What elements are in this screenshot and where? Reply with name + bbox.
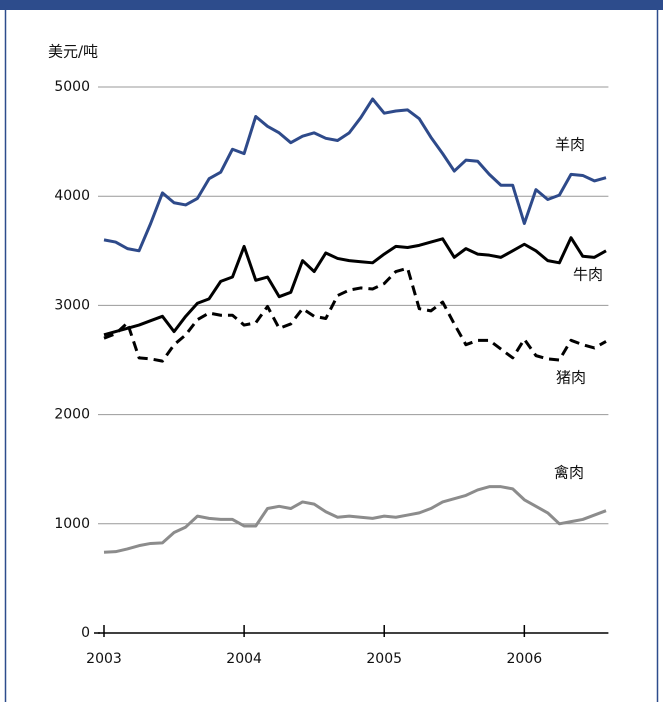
- series-label: 羊肉: [555, 136, 585, 154]
- y-tick-label: 5000: [54, 79, 90, 95]
- x-tick-label: 2005: [366, 651, 402, 667]
- series-label: 牛肉: [573, 266, 603, 284]
- y-axis-label: 美元/吨: [48, 43, 98, 61]
- series-line: [103, 266, 607, 363]
- top-bar: [0, 0, 663, 10]
- series-line: [103, 97, 607, 253]
- series-line: [103, 485, 607, 554]
- y-tick-label: 4000: [54, 188, 90, 204]
- y-tick-label: 2000: [54, 407, 90, 423]
- y-tick-label: 1000: [54, 516, 90, 532]
- y-tick-label: 0: [81, 625, 90, 641]
- series-label: 禽肉: [554, 464, 584, 482]
- x-tick-label: 2003: [86, 651, 122, 667]
- x-tick-label: 2006: [507, 651, 543, 667]
- series-line: [103, 236, 607, 337]
- x-tick-label: 2004: [226, 651, 262, 667]
- series-label: 猪肉: [556, 369, 586, 387]
- y-tick-label: 3000: [54, 297, 90, 313]
